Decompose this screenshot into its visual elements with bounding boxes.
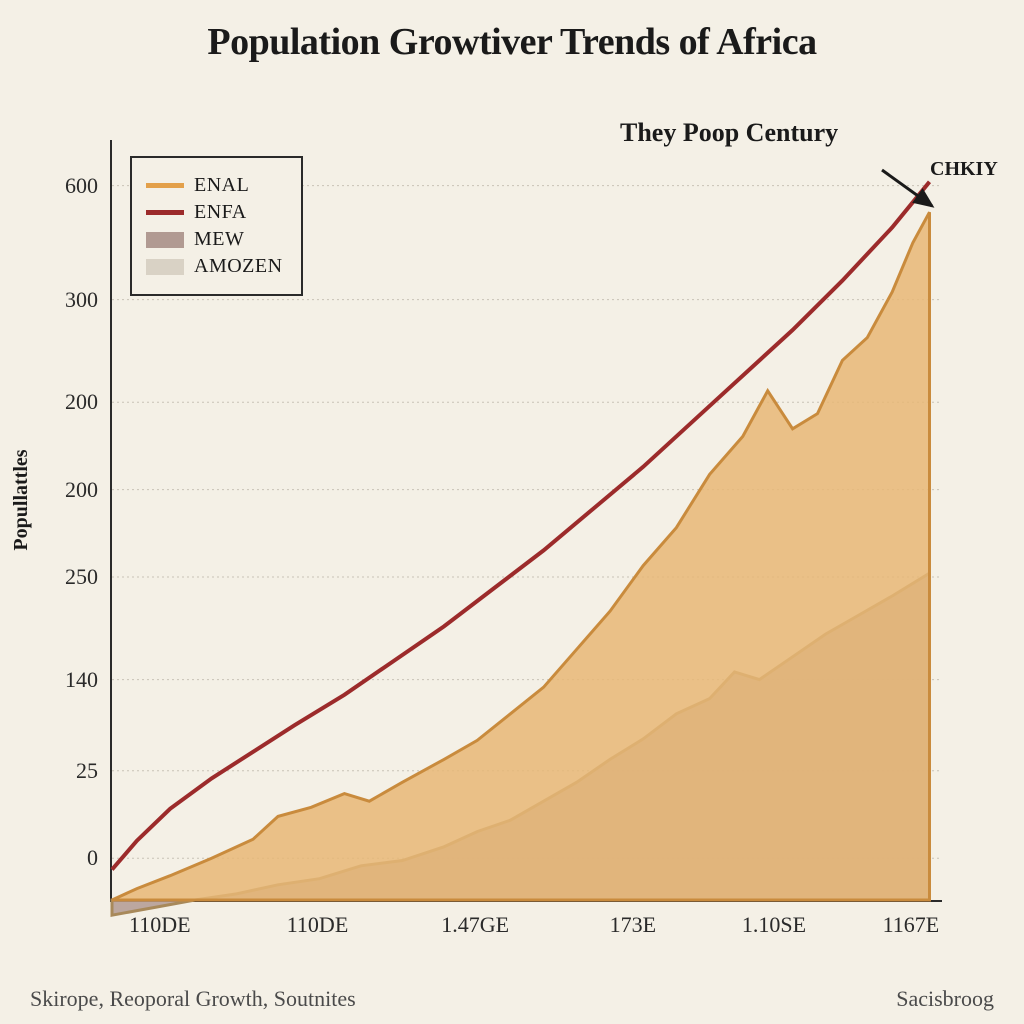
x-tick-label: 173E [610, 912, 656, 938]
annotation-text: They Poop Century [620, 118, 838, 148]
footer-source: Skirope, Reoporal Growth, Soutnites [30, 986, 356, 1012]
legend-swatch [146, 210, 184, 215]
legend-item: AMOZEN [146, 255, 283, 278]
legend-label: ENAL [194, 174, 249, 197]
footer-credit: Sacisbroog [896, 986, 994, 1012]
y-tick-label: 140 [38, 667, 98, 693]
x-tick-label: 1.10SE [742, 912, 806, 938]
x-tick-label: 1167E [883, 912, 940, 938]
legend-item: ENAL [146, 174, 283, 197]
legend: ENAL ENFA MEW AMOZEN [130, 156, 303, 296]
y-tick-label: 25 [38, 758, 98, 784]
legend-label: ENFA [194, 201, 247, 224]
y-tick-label: 200 [38, 477, 98, 503]
x-tick-label: 110DE [129, 912, 191, 938]
y-tick-label: 250 [38, 564, 98, 590]
annotation-side-label: CHKIY [930, 158, 998, 181]
legend-swatch [146, 232, 184, 248]
legend-swatch [146, 183, 184, 188]
chart-title: Population Growtiver Trends of Africa [0, 20, 1024, 64]
legend-label: AMOZEN [194, 255, 283, 278]
legend-swatch [146, 259, 184, 275]
y-tick-label: 600 [38, 173, 98, 199]
y-tick-label: 200 [38, 389, 98, 415]
x-tick-label: 1.47GE [441, 912, 509, 938]
y-tick-label: 0 [38, 845, 98, 871]
y-axis-label: Popullattles [10, 449, 33, 550]
x-tick-label: 110DE [287, 912, 349, 938]
legend-label: MEW [194, 228, 244, 251]
legend-item: ENFA [146, 201, 283, 224]
y-tick-label: 300 [38, 287, 98, 313]
legend-item: MEW [146, 228, 283, 251]
